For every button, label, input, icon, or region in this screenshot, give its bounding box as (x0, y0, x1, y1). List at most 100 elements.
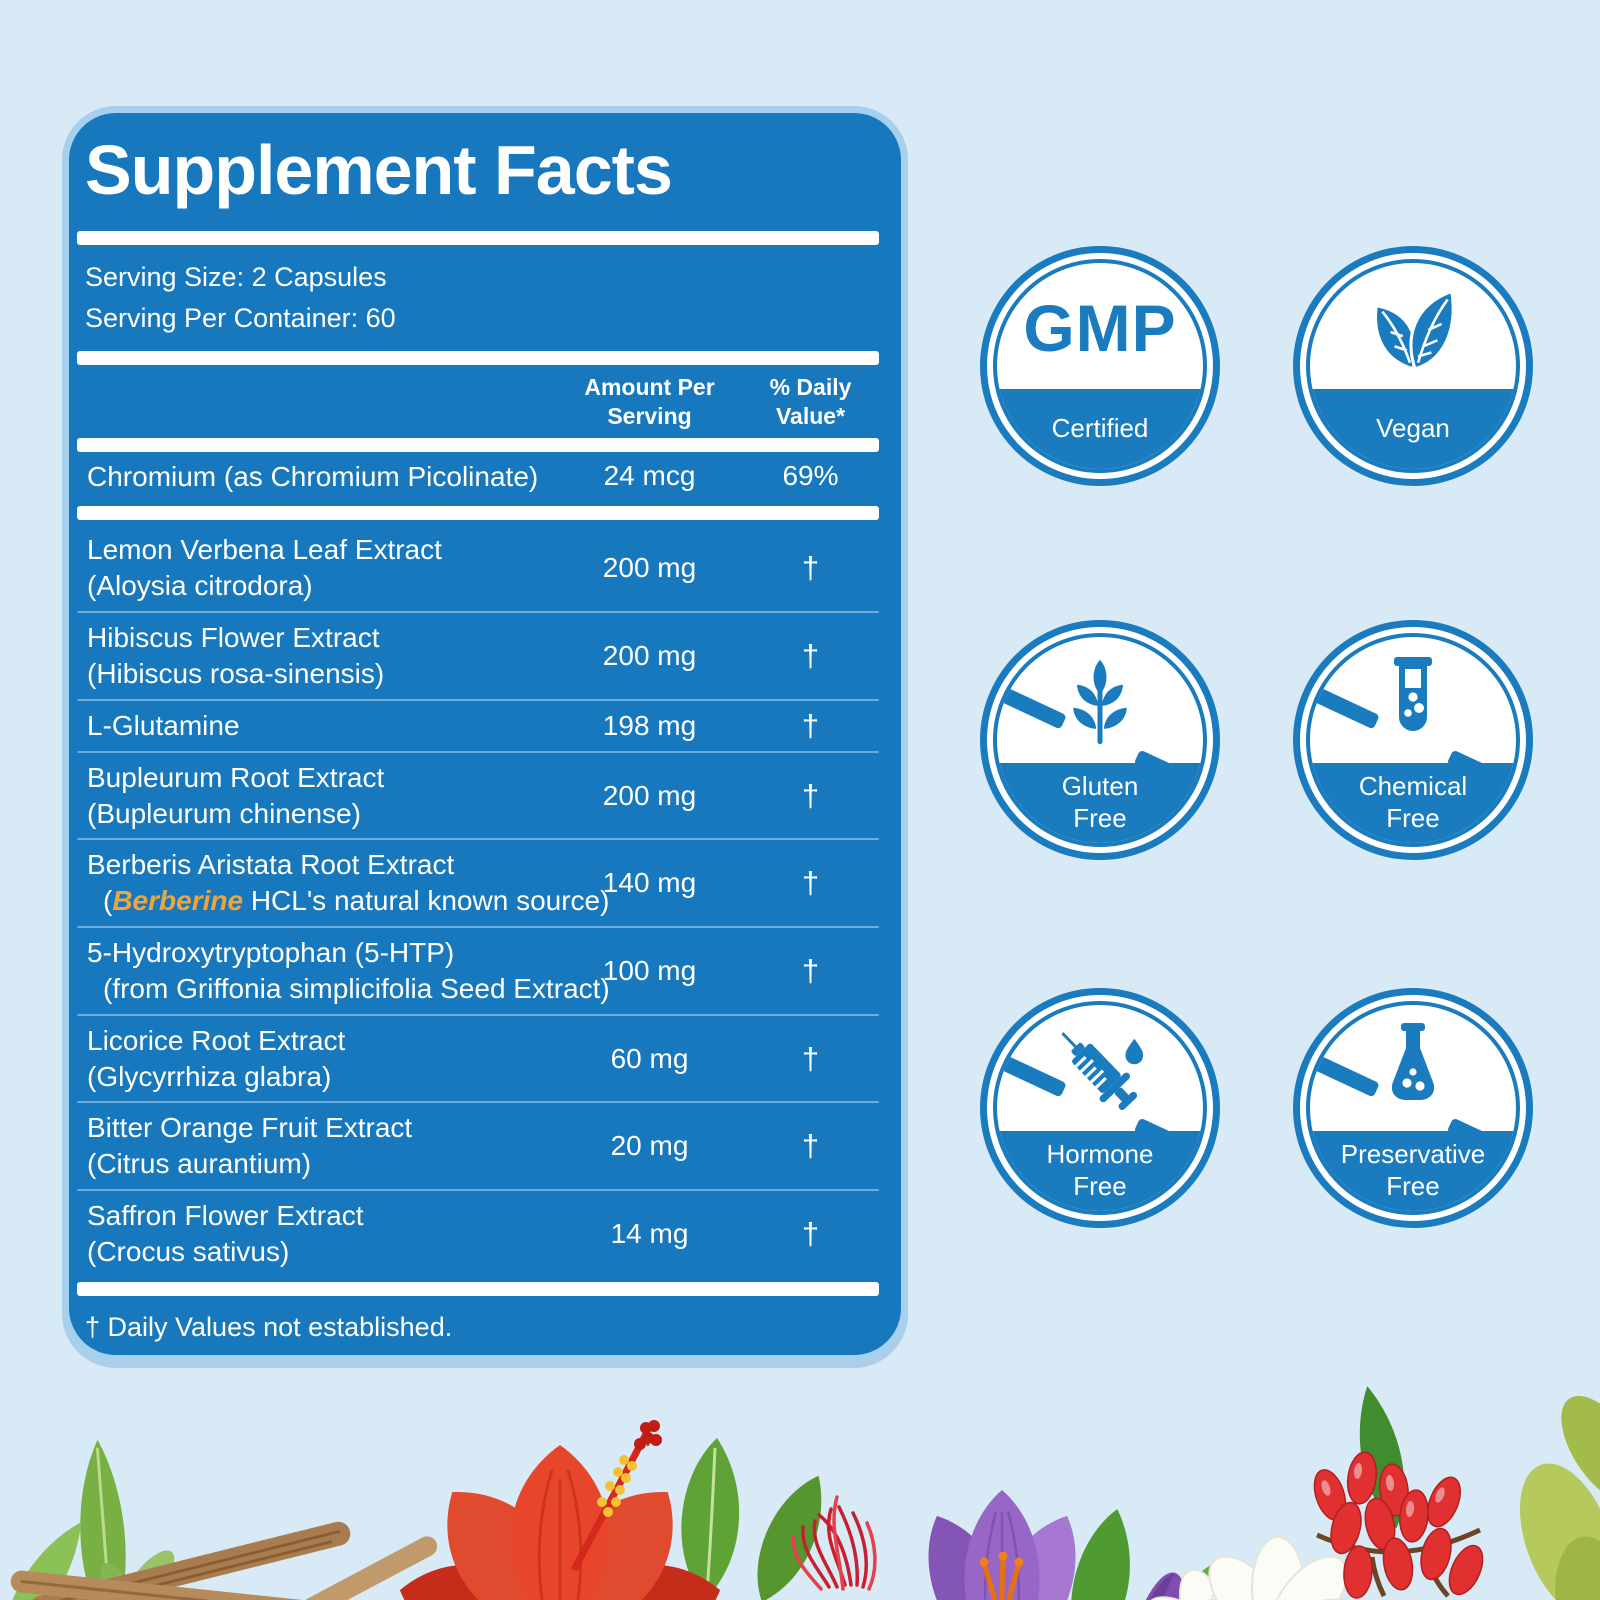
amount-per-serving: 20 mg (610, 1130, 689, 1162)
badge-banner: Preservative Free (1310, 1131, 1516, 1211)
ingredient-name: Licorice Root Extract (Glycyrrhiza glabra… (87, 1024, 346, 1092)
olive-leaves-image (1519, 1395, 1600, 1600)
daily-value: † (801, 1215, 820, 1251)
badge-ring: Vegan (1300, 253, 1526, 479)
badge-label: Preservative Free (1340, 1138, 1486, 1202)
cinnamon-sticks-image (10, 1521, 438, 1600)
leaf-icon (1310, 269, 1516, 387)
supplement-facts-panel: Supplement Facts Serving Size: 2 Capsule… (62, 106, 908, 1362)
table-row: Bitter Orange Fruit Extract (Citrus auran… (77, 1103, 879, 1189)
divider-bar (77, 437, 879, 452)
col-amount-header: Amount Per Serving (584, 374, 715, 429)
amount-per-serving: 100 mg (602, 954, 697, 986)
saffron-threads-image (791, 1495, 877, 1591)
ingredient-name: Lemon Verbena Leaf Extract (Aloysia citro… (87, 534, 442, 602)
row-divider (77, 506, 879, 521)
no-slash-icon (997, 1005, 1203, 1211)
no-slash-icon (997, 637, 1203, 843)
row-divider (77, 1101, 879, 1104)
daily-value: † (801, 777, 820, 813)
ingredient-name: Bitter Orange Fruit Extract (Citrus auran… (87, 1112, 413, 1180)
botanical-strip (2, 1386, 1600, 1600)
badge-ring: Chemical Free (1300, 627, 1526, 853)
table-row: Bupleurum Root Extract (Bupleurum chinens… (77, 753, 879, 839)
table-row: L-Glutamine 198 mg † (77, 701, 879, 751)
amount-per-serving: 24 mcg (603, 460, 696, 492)
badge-label: Vegan (1376, 412, 1450, 443)
row-divider (77, 1188, 879, 1191)
ingredient-name: Chromium (as Chromium Picolinate) (87, 460, 539, 492)
table-header: Amount Per Serving % Daily Value* (77, 365, 879, 435)
ingredient-name: L-Glutamine (87, 709, 240, 741)
daily-value: † (801, 707, 820, 743)
badge-label: Gluten Free (1061, 770, 1139, 834)
badge-banner: Vegan (1310, 389, 1516, 469)
badge-label: Hormone Free (1046, 1138, 1154, 1202)
daily-value: † (801, 1128, 820, 1164)
badge-banner: Certified (997, 389, 1203, 469)
no-slash-icon (1310, 1005, 1516, 1211)
daily-value: † (801, 550, 820, 586)
row-divider (77, 698, 879, 701)
amount-per-serving: 14 mg (610, 1217, 689, 1249)
amount-per-serving: 200 mg (602, 552, 697, 584)
footnote: † Daily Values not established. (85, 1311, 453, 1342)
badge-ring: GMP Certified (987, 253, 1213, 479)
orange-blossom-image (1145, 1536, 1376, 1600)
amount-per-serving: 198 mg (602, 709, 697, 741)
daily-value: † (801, 637, 820, 673)
servings-per-container: Serving Per Container: 60 (85, 303, 396, 334)
badge-label: Certified (1051, 412, 1149, 443)
row-divider (77, 926, 879, 929)
badge-ring: Hormone Free (987, 995, 1213, 1221)
gmp-text: GMP (997, 269, 1203, 387)
daily-value: † (801, 952, 820, 988)
vegan-badge: Vegan (1293, 246, 1533, 486)
table-row: Saffron Flower Extract (Crocus sativus) 14… (77, 1191, 879, 1277)
gluten-free-badge: Gluten Free (980, 620, 1220, 860)
row-divider (77, 750, 879, 753)
badge-ring: Preservative Free (1300, 995, 1526, 1221)
ingredient-name: 5-Hydroxytryptophan (5-HTP) (from Griffon… (87, 937, 610, 1004)
table-row: 5-Hydroxytryptophan (5-HTP) (from Griffon… (77, 928, 879, 1014)
ingredient-name: Saffron Flower Extract (Crocus sativus) (87, 1199, 364, 1267)
table-row: Lemon Verbena Leaf Extract (Aloysia citro… (77, 525, 879, 611)
row-divider (77, 1013, 879, 1016)
no-slash-icon (1310, 637, 1516, 843)
wheat-icon (997, 643, 1203, 761)
flask-icon (1310, 1011, 1516, 1129)
gmp-certified-badge: GMP Certified (980, 246, 1220, 486)
barberries-image (1313, 1386, 1484, 1599)
daily-value: 69% (782, 460, 839, 492)
daily-value: † (801, 1040, 820, 1076)
col-daily-value-header: % Daily Value* (769, 374, 852, 429)
gmp-text: GMP (1023, 291, 1177, 365)
chemical-free-badge: Chemical Free (1293, 620, 1533, 860)
hibiscus-flower-image (399, 1420, 721, 1600)
badge-banner: Gluten Free (997, 763, 1203, 843)
row-divider (77, 611, 879, 614)
serving-size: Serving Size: 2 Capsules (85, 262, 387, 293)
badge-banner: Chemical Free (1310, 763, 1516, 843)
amount-per-serving: 200 mg (602, 639, 697, 671)
preservative-free-badge: Preservative Free (1293, 988, 1533, 1228)
amount-per-serving: 60 mg (610, 1042, 689, 1074)
badge-label: Chemical Free (1358, 770, 1468, 834)
crocus-flower-image (928, 1490, 1076, 1600)
ingredient-table: Chromium (as Chromium Picolinate) 24 mcg 6… (77, 452, 879, 1277)
panel-title: Supplement Facts (85, 131, 673, 209)
ingredient-name: Bupleurum Root Extract (Bupleurum chinens… (87, 761, 385, 829)
amount-per-serving: 140 mg (602, 867, 697, 899)
amount-per-serving: 200 mg (602, 779, 697, 811)
daily-value: † (801, 865, 820, 901)
divider-bar (77, 351, 879, 366)
table-row: Licorice Root Extract (Glycyrrhiza glabra… (77, 1016, 879, 1102)
row-divider (77, 838, 879, 841)
ingredient-name: Berberis Aristata Root Extract (Berberine… (87, 849, 610, 917)
table-row: Hibiscus Flower Extract (Hibiscus rosa-si… (77, 613, 879, 699)
divider-bar (77, 1281, 879, 1296)
syringe-icon (997, 1011, 1203, 1129)
ingredient-name: Hibiscus Flower Extract (Hibiscus rosa-si… (87, 622, 385, 689)
badge-banner: Hormone Free (997, 1131, 1203, 1211)
